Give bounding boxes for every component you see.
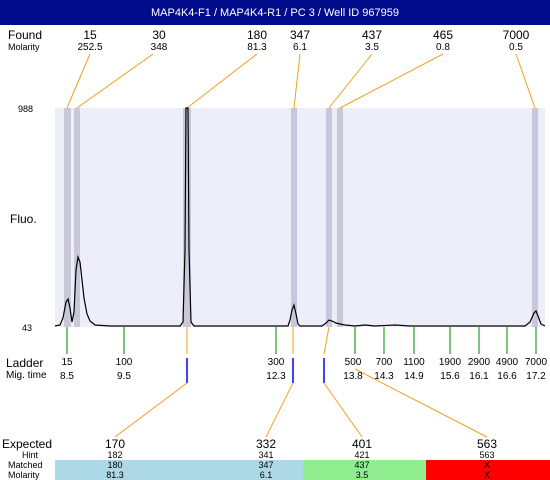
peak-band xyxy=(291,108,297,327)
matched-molarity: X xyxy=(483,470,491,480)
ladder-size: 100 xyxy=(115,357,133,368)
ladder-size: 15 xyxy=(61,357,73,368)
matched-band xyxy=(303,460,426,480)
found-peak-size: 7000 xyxy=(502,28,530,42)
found-label: Found xyxy=(8,28,43,42)
ladder-time: 13.8 xyxy=(343,371,363,382)
ladder-time: 8.5 xyxy=(60,371,74,382)
peak-band xyxy=(64,108,71,327)
ladder-size: 1100 xyxy=(403,357,425,368)
matched-label: Matched xyxy=(8,460,43,470)
ladder-size: 4900 xyxy=(495,357,519,368)
found-peak-size: 15 xyxy=(83,28,97,42)
matched-molarity: 81.3 xyxy=(106,470,124,480)
ladder-size: 2900 xyxy=(467,357,491,368)
ladder-time: 16.1 xyxy=(469,371,489,382)
mig-time-label: Mig. time xyxy=(6,370,47,381)
migration-connectors xyxy=(186,326,330,355)
ladder-time: 14.3 xyxy=(374,371,394,382)
matched-molarity: 3.5 xyxy=(355,470,369,480)
expected-value: 170 xyxy=(104,437,126,451)
matched-value: X xyxy=(483,460,491,470)
ladder-size: 7000 xyxy=(524,357,548,368)
found-peak-molarity: 3.5 xyxy=(365,42,379,53)
y-axis-label: Fluo. xyxy=(10,212,37,226)
found-peak-molarity: 6.1 xyxy=(293,42,307,53)
hint-value: 421 xyxy=(354,450,370,460)
y-axis-max: 988 xyxy=(18,104,34,114)
expected-label: Expected xyxy=(2,437,53,451)
expected-connectors xyxy=(114,368,488,438)
expected-value: 332 xyxy=(255,437,277,451)
hint-value: 563 xyxy=(479,450,495,460)
ladder-size: 500 xyxy=(344,357,362,368)
ladder-time: 14.9 xyxy=(404,371,424,382)
ladder-size: 300 xyxy=(267,357,285,368)
found-peak-size: 437 xyxy=(361,28,383,42)
ladder-ticks xyxy=(66,327,537,354)
found-peak-molarity: 348 xyxy=(150,42,168,53)
matched-band xyxy=(55,460,303,480)
found-peak-size: 180 xyxy=(246,28,268,42)
found-connectors xyxy=(66,53,536,109)
migration-marks xyxy=(186,358,325,383)
peak-band xyxy=(337,108,343,327)
ladder-time: 12.3 xyxy=(266,371,286,382)
ladder-time: 9.5 xyxy=(117,371,131,382)
found-peak-size: 30 xyxy=(152,28,166,42)
expected-value: 401 xyxy=(351,437,373,451)
peak-band xyxy=(532,108,538,327)
ladder-time: 17.2 xyxy=(526,371,546,382)
hint-value: 341 xyxy=(258,450,274,460)
ladder-size: 1900 xyxy=(438,357,462,368)
peak-band xyxy=(326,108,332,327)
ladder-time: 16.6 xyxy=(497,371,517,382)
found-peak-molarity: 252.5 xyxy=(77,42,103,53)
found-peak-size: 347 xyxy=(289,28,311,42)
missing-band xyxy=(426,460,550,480)
trace-line xyxy=(54,107,546,327)
found-peak-size: 465 xyxy=(432,28,454,42)
matched-value: 347 xyxy=(258,460,274,470)
peak-band xyxy=(74,108,80,327)
molarity-label: Molarity xyxy=(8,470,40,480)
matched-value: 180 xyxy=(107,460,123,470)
window-title: MAP4K4-F1 / MAP4K4-R1 / PC 3 / Well ID 9… xyxy=(150,7,399,19)
found-molarity-label: Molarity xyxy=(8,42,40,52)
y-axis-min: 43 xyxy=(22,323,33,333)
found-peak-molarity: 0.5 xyxy=(509,42,523,53)
ladder-size: 700 xyxy=(375,357,393,368)
peak-band xyxy=(183,108,191,327)
matched-value: 437 xyxy=(354,460,370,470)
expected-value: 563 xyxy=(476,437,498,451)
ladder-time: 15.6 xyxy=(440,371,460,382)
plot-area xyxy=(55,108,545,327)
matched-molarity: 6.1 xyxy=(259,470,273,480)
hint-value: 182 xyxy=(107,450,123,460)
found-peak-molarity: 0.8 xyxy=(436,42,450,53)
found-peak-molarity: 81.3 xyxy=(247,42,267,53)
ladder-label: Ladder xyxy=(6,356,44,370)
title-bar: MAP4K4-F1 / MAP4K4-R1 / PC 3 / Well ID 9… xyxy=(0,0,550,25)
hint-label: Hint xyxy=(22,450,39,460)
